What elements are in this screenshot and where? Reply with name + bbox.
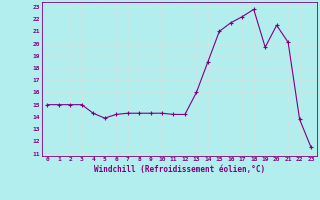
X-axis label: Windchill (Refroidissement éolien,°C): Windchill (Refroidissement éolien,°C): [94, 165, 265, 174]
